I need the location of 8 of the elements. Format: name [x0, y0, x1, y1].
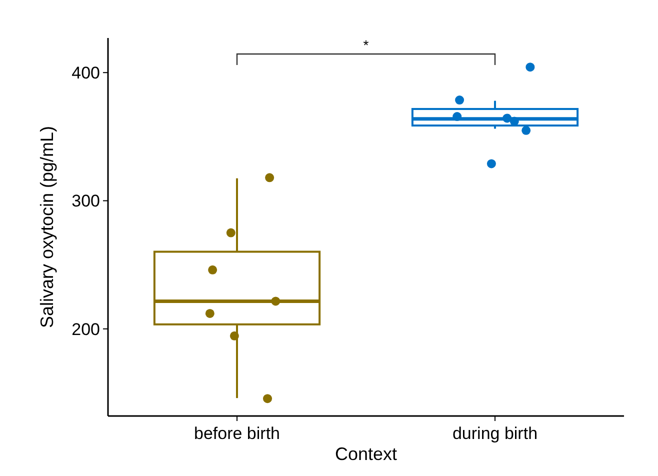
y-tick-label: 300	[72, 192, 100, 211]
x-axis-title: Context	[334, 444, 398, 464]
x-tick-label: during birth	[452, 424, 538, 443]
y-tick-label: 200	[72, 320, 100, 339]
annotation: *	[363, 37, 370, 53]
y-tick-label: 400	[72, 64, 100, 83]
x-tick-label: before birth	[194, 424, 280, 443]
y-axis-title: Salivary oxytocin (pg/mL)	[37, 126, 57, 328]
